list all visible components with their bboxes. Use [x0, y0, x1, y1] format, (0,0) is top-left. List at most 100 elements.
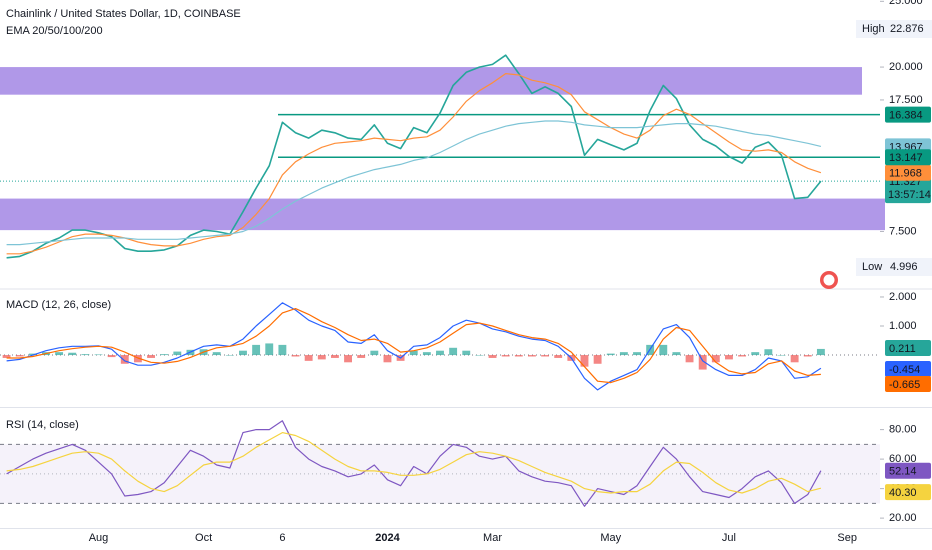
histogram-bar	[107, 355, 116, 358]
histogram-bar	[580, 355, 589, 367]
price-label-box	[885, 106, 931, 123]
high-value: 22.876	[890, 23, 924, 35]
series-line	[6, 302, 822, 391]
series-line	[6, 120, 822, 246]
price-label: 16.384	[889, 110, 923, 122]
histogram-bar	[2, 355, 11, 358]
histogram-bar	[803, 355, 812, 357]
histogram-bar	[751, 352, 760, 356]
histogram-bar	[291, 355, 300, 357]
series-line	[6, 432, 822, 494]
price-label: 40.30	[889, 487, 917, 499]
histogram-bar	[94, 354, 103, 356]
flag-icon-inner	[823, 274, 835, 286]
y-tick-label: 7.500	[889, 225, 917, 237]
histogram-bar	[619, 352, 628, 356]
histogram-bar	[265, 343, 274, 356]
low-box	[856, 258, 932, 276]
pane-title: RSI (14, close)	[6, 419, 79, 431]
histogram-bar	[409, 350, 418, 356]
histogram-bar	[475, 355, 484, 356]
series-line	[6, 54, 822, 259]
y-tick-label: 60.00	[889, 453, 917, 465]
y-tick-label: 25.000	[889, 0, 923, 7]
price-label-box	[885, 149, 931, 166]
x-tick-label: Aug	[89, 532, 109, 544]
y-tick-label: 20.000	[889, 61, 923, 73]
histogram-bar	[514, 355, 523, 357]
histogram-bar	[606, 353, 615, 356]
histogram-bar	[120, 355, 129, 364]
histogram-bar	[698, 355, 707, 370]
y-tick-label: 20.00	[889, 512, 917, 524]
countdown: 13:57:14	[888, 189, 931, 201]
histogram-bar	[55, 352, 64, 356]
histogram-bar	[422, 352, 431, 356]
histogram-bar	[501, 355, 510, 357]
y-tick-label: 1.000	[889, 320, 917, 332]
histogram-bar	[672, 352, 681, 356]
histogram-bar	[344, 355, 352, 363]
histogram-bar	[725, 355, 733, 360]
histogram-bar	[764, 349, 773, 356]
histogram-bar	[528, 355, 536, 357]
histogram-bar	[554, 355, 563, 358]
x-tick-label: Mar	[483, 532, 502, 544]
zone	[0, 198, 885, 231]
price-label-box	[885, 376, 931, 392]
histogram-bar	[330, 355, 339, 358]
price-label-box	[885, 484, 931, 501]
histogram-bar	[81, 354, 90, 356]
high-box	[856, 20, 932, 38]
histogram-bar	[15, 355, 24, 357]
pane-title: MACD (12, 26, close)	[6, 299, 111, 311]
price-label: 13.147	[889, 152, 923, 164]
price-label: 52.14	[889, 466, 917, 478]
histogram-bar	[304, 355, 313, 361]
price-label: -0.665	[889, 379, 920, 391]
histogram-bar	[488, 355, 497, 358]
histogram-bar	[252, 344, 261, 356]
histogram-bar	[212, 352, 221, 356]
histogram-bar	[28, 353, 37, 356]
histogram-bar	[383, 355, 392, 363]
y-tick-label: 17.500	[889, 94, 923, 106]
y-tick-label: 2.000	[889, 291, 917, 303]
histogram-bar	[133, 355, 142, 363]
high-label: High	[862, 23, 885, 35]
low-label: Low	[862, 261, 882, 273]
price-label-box	[885, 164, 931, 181]
zone	[0, 67, 862, 95]
price-label-box	[885, 361, 931, 377]
price-label-box	[885, 462, 931, 479]
histogram-bar	[633, 352, 641, 356]
histogram-bar	[711, 355, 720, 363]
pane-subtitle: EMA 20/50/100/200	[6, 25, 103, 37]
histogram-bar	[816, 348, 825, 356]
histogram-bar	[593, 355, 602, 364]
price-label: 0.211	[889, 343, 916, 355]
histogram-bar	[357, 355, 366, 358]
histogram-bar	[462, 350, 471, 356]
histogram-bar	[147, 355, 155, 358]
histogram-bar	[278, 344, 287, 356]
x-tick-label: Sep	[837, 532, 857, 544]
histogram-bar	[436, 350, 444, 356]
histogram-bar	[68, 352, 77, 356]
x-tick-label: Jul	[722, 532, 736, 544]
histogram-bar	[685, 355, 694, 363]
y-tick-label: 80.00	[889, 424, 917, 436]
histogram-bar	[541, 355, 550, 357]
series-line	[6, 73, 822, 255]
histogram-bar	[738, 355, 747, 357]
histogram-bar	[790, 355, 799, 363]
histogram-bar	[370, 350, 379, 356]
x-tick-label: 6	[279, 532, 285, 544]
series-line	[6, 308, 821, 384]
histogram-bar	[239, 350, 247, 356]
histogram-bar	[173, 351, 182, 356]
histogram-bar	[160, 354, 169, 356]
series-line	[6, 420, 822, 507]
price-label-box	[885, 340, 931, 356]
